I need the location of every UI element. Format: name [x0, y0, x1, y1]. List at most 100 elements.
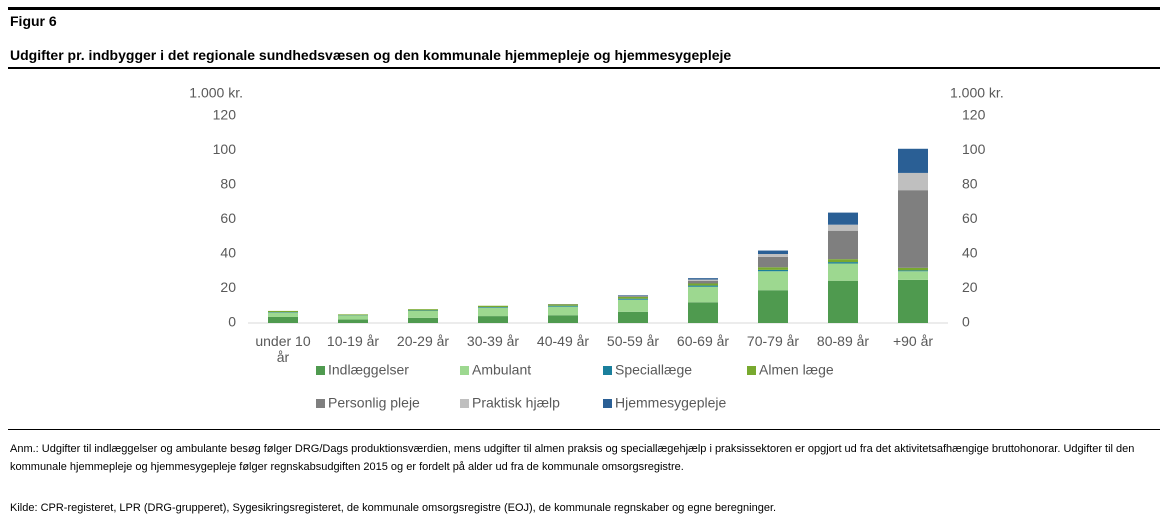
bar-segment: [688, 280, 718, 284]
bar-segment: [548, 304, 578, 306]
x-tick-label: +90 år: [892, 333, 934, 349]
bar-segment: [758, 254, 788, 257]
bar-segment: [478, 316, 508, 323]
y-tick-label: 100: [213, 141, 237, 157]
bar-segment: [758, 290, 788, 323]
bar-segment: [618, 299, 648, 312]
bar-segment: [268, 312, 298, 313]
bar-segment: [688, 285, 718, 287]
bar-segment: [898, 270, 928, 272]
notes-rule: [8, 429, 1160, 430]
y-tick-label: 20: [220, 279, 236, 295]
x-tick-label: 10-19 år: [326, 333, 380, 349]
x-tick-label: under 10 år: [255, 333, 311, 365]
x-tick-label: 70-79 år: [746, 333, 800, 349]
bar-segment: [618, 298, 648, 300]
legend-label: Praktisk hjælp: [472, 395, 560, 411]
bar-segment: [828, 280, 858, 323]
bar-segment: [548, 306, 578, 316]
bar-segment: [828, 259, 858, 263]
bar-segment: [688, 278, 718, 280]
legend-swatch: [603, 366, 612, 375]
source: Kilde: CPR-registeret, LPR (DRG-gruppere…: [10, 502, 777, 514]
x-tick-label: 30-39 år: [466, 333, 520, 349]
bar-segment: [898, 279, 928, 323]
y2-tick-label: 0: [962, 314, 970, 330]
bar-segment: [758, 267, 788, 270]
y-tick-label: 60: [220, 210, 236, 226]
bar-segment: [408, 310, 438, 318]
y2-tick-label: 100: [962, 141, 986, 157]
bar-segment: [408, 310, 438, 311]
legend-swatch: [603, 399, 612, 408]
x-tick-label: 80-89 år: [816, 333, 870, 349]
bar-segment: [898, 148, 928, 173]
bar-segment: [898, 267, 928, 271]
legend-swatch: [747, 366, 756, 375]
bar-segment: [688, 283, 718, 286]
bar-segment: [898, 190, 928, 268]
bar-segment: [828, 262, 858, 264]
y2-tick-label: 40: [962, 245, 978, 261]
bar-segment: [618, 295, 648, 297]
bar-segment: [758, 250, 788, 254]
bar-segment: [408, 309, 438, 311]
bar-segment: [828, 230, 858, 260]
x-tick-label: 50-59 år: [606, 333, 660, 349]
bar-segment: [548, 315, 578, 323]
y-tick-label: 80: [220, 176, 236, 192]
bar-segment: [268, 312, 298, 317]
bar-segment: [758, 256, 788, 268]
bar-segment: [618, 311, 648, 323]
legend-label: Personlig pleje: [328, 395, 420, 411]
bar-segment: [268, 310, 298, 313]
bar-segment: [338, 319, 368, 323]
bar-segment: [478, 307, 508, 317]
chart-title: Udgifter pr. indbygger i det regionale s…: [10, 47, 732, 63]
bar-segment: [688, 302, 718, 323]
bar-segment: [688, 279, 718, 281]
bar-segment: [618, 295, 648, 296]
legend-swatch: [460, 366, 469, 375]
bar-segment: [688, 286, 718, 303]
legend-label: Hjemmesygepleje: [615, 395, 726, 411]
legend-label: Speciallæge: [615, 362, 692, 378]
bar-segment: [828, 224, 858, 231]
x-tick-label: 60-69 år: [676, 333, 730, 349]
legend-swatch: [460, 399, 469, 408]
y2-tick-label: 80: [962, 176, 978, 192]
bar-segment: [618, 296, 648, 299]
bar-segment: [618, 296, 648, 297]
bar-segment: [338, 315, 368, 320]
bar-segment: [898, 271, 928, 280]
note: Anm.: Udgifter til indlæggelser og ambul…: [10, 443, 1135, 473]
legend-swatch: [316, 366, 325, 375]
y-tick-label: 120: [213, 107, 237, 123]
bar-segment: [758, 269, 788, 272]
y-tick-label: 0: [228, 314, 236, 330]
bar-segment: [758, 271, 788, 291]
x-tick-label: 20-29 år: [396, 333, 450, 349]
figure-label: Figur 6: [10, 13, 57, 29]
bar-segment: [268, 316, 298, 323]
title-rule: [8, 67, 1160, 69]
y-axis-label: 1.000 kr.: [189, 85, 243, 101]
y2-axis-label: 1.000 kr.: [950, 85, 1004, 101]
y2-tick-label: 20: [962, 279, 978, 295]
y2-tick-label: 60: [962, 210, 978, 226]
x-tick-label: 40-49 år: [536, 333, 590, 349]
top-rule: [8, 7, 1160, 10]
bar-segment: [408, 317, 438, 323]
bar-segment: [548, 305, 578, 307]
bar-segment: [338, 314, 368, 316]
legend-label: Almen læge: [759, 362, 834, 378]
legend-label: Ambulant: [472, 362, 531, 378]
y2-tick-label: 120: [962, 107, 986, 123]
bar-segment: [478, 307, 508, 308]
legend-label: Indlæggelser: [328, 362, 409, 378]
legend-swatch: [316, 399, 325, 408]
bar-segment: [898, 172, 928, 191]
bar-segment: [828, 212, 858, 225]
